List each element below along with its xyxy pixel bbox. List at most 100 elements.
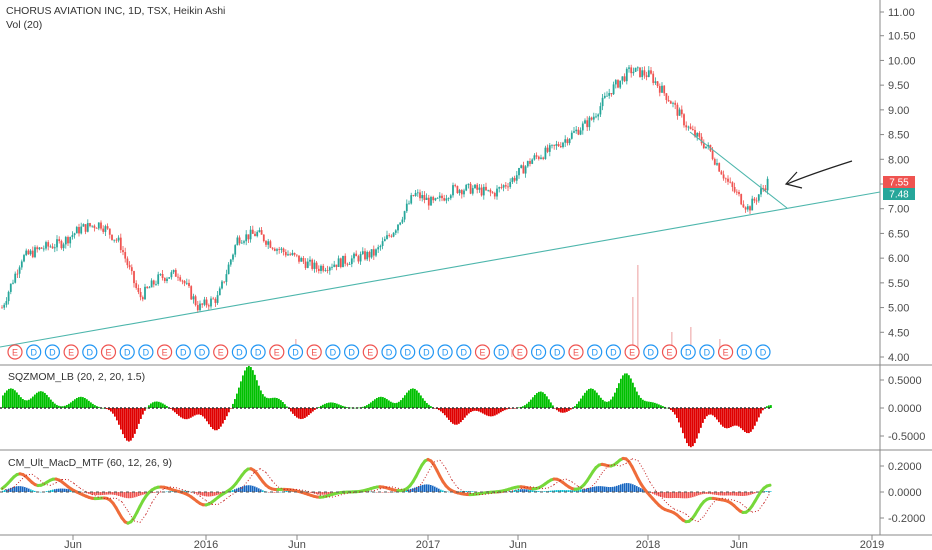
candle-body bbox=[493, 193, 496, 197]
macd-histogram-bar bbox=[310, 492, 312, 493]
squeeze-bar bbox=[42, 391, 44, 408]
macd-histogram-bar bbox=[582, 489, 584, 492]
squeeze-bar bbox=[118, 408, 120, 425]
event-marker-label: D bbox=[760, 348, 767, 358]
squeeze-bar bbox=[164, 404, 166, 408]
last-price-badge: 7.55 bbox=[883, 176, 915, 189]
candle-body bbox=[456, 186, 459, 194]
candle-body bbox=[570, 132, 573, 139]
signal-line-segment bbox=[271, 480, 279, 488]
squeeze-bar bbox=[578, 401, 580, 408]
candle-body bbox=[564, 139, 567, 143]
squeeze-bar bbox=[560, 408, 562, 413]
candle-body bbox=[216, 295, 219, 303]
signal-line-segment bbox=[691, 518, 699, 523]
candle-body bbox=[625, 68, 628, 82]
squeeze-bar bbox=[16, 392, 18, 408]
price-axis[interactable]: 4.004.505.005.506.006.507.007.508.008.50… bbox=[880, 7, 916, 364]
macd-histogram-bar bbox=[382, 492, 384, 493]
event-marker-label: D bbox=[386, 348, 393, 358]
macd-histogram-bar bbox=[612, 486, 614, 492]
squeeze-bar bbox=[450, 408, 452, 423]
squeeze-bar bbox=[682, 408, 684, 434]
squeeze-bar bbox=[556, 408, 558, 411]
squeeze-bar bbox=[336, 403, 338, 408]
event-marker-label: E bbox=[12, 348, 18, 358]
signal-line-segment bbox=[733, 499, 741, 503]
candle-body bbox=[157, 274, 160, 284]
squeeze-bar bbox=[380, 396, 382, 408]
candle-body bbox=[469, 183, 472, 194]
trendlines[interactable] bbox=[0, 131, 881, 348]
squeeze-bar bbox=[728, 408, 730, 428]
squeeze-bar bbox=[478, 408, 480, 412]
candle-body bbox=[634, 67, 637, 72]
candle-body bbox=[458, 190, 461, 194]
signal-line-segment bbox=[151, 493, 159, 503]
candle-body bbox=[221, 281, 223, 289]
event-marker bbox=[643, 344, 659, 360]
candle-body bbox=[58, 239, 61, 242]
squeeze-bar bbox=[176, 408, 178, 415]
time-axis[interactable]: Jun 2016 Jun 2017 Jun 2018 Jun 2019 bbox=[64, 535, 884, 550]
candle-body bbox=[623, 76, 626, 82]
event-marker bbox=[530, 344, 547, 360]
squeeze-bar bbox=[374, 399, 376, 408]
candle-body bbox=[128, 265, 131, 268]
event-marker-label: D bbox=[423, 348, 430, 358]
squeeze-bar bbox=[220, 408, 222, 427]
price-tick-label: 9.00 bbox=[888, 105, 909, 117]
squeeze-bar bbox=[420, 395, 422, 408]
candle-body bbox=[537, 156, 540, 159]
squeeze-bar bbox=[642, 399, 644, 408]
candle-body bbox=[592, 116, 595, 120]
macd-histogram-bar bbox=[288, 490, 290, 492]
candle-body bbox=[491, 192, 494, 194]
event-marker-label: D bbox=[348, 348, 355, 358]
price-tick-label: 10.50 bbox=[888, 31, 916, 43]
candle-body bbox=[331, 266, 333, 268]
squeeze-bar bbox=[170, 408, 172, 409]
candle-body bbox=[436, 197, 439, 199]
candle-body bbox=[509, 181, 512, 187]
candle-body bbox=[5, 301, 8, 305]
squeeze-bar bbox=[674, 408, 676, 415]
squeeze-bar bbox=[768, 405, 770, 408]
squeeze-bar bbox=[30, 398, 32, 408]
squeeze-bar bbox=[124, 408, 126, 439]
candle-body bbox=[656, 81, 659, 87]
candle-body bbox=[667, 99, 670, 102]
candle-body bbox=[315, 262, 318, 269]
squeeze-bar bbox=[258, 385, 260, 408]
annotation-arrow[interactable] bbox=[784, 160, 853, 189]
squeeze-bar bbox=[376, 397, 378, 408]
macd-histogram-bar bbox=[114, 492, 116, 495]
macd-histogram-bar bbox=[190, 491, 192, 493]
candle-body bbox=[269, 241, 272, 248]
squeeze-bar bbox=[464, 408, 466, 418]
squeeze-bar bbox=[190, 408, 192, 418]
candle-body bbox=[753, 198, 756, 201]
macd-histogram-bar bbox=[12, 487, 14, 492]
macd-histogram-bar bbox=[630, 483, 632, 492]
candle-body bbox=[722, 174, 725, 179]
candle-body bbox=[144, 286, 146, 300]
macd-histogram-bar bbox=[130, 492, 132, 499]
macd-histogram-bar bbox=[232, 490, 234, 492]
macd-histogram-bar bbox=[592, 486, 594, 492]
macd-histogram-bar bbox=[126, 492, 128, 499]
squeeze-bar bbox=[492, 408, 494, 417]
time-tick-label: 2017 bbox=[416, 539, 440, 550]
macd-histogram-bar bbox=[676, 492, 678, 498]
candle-body bbox=[672, 102, 674, 104]
candle-body bbox=[135, 283, 138, 288]
squeeze-bar bbox=[720, 408, 722, 425]
event-marker-label: D bbox=[648, 348, 655, 358]
volume-bar bbox=[690, 327, 692, 357]
candle-body bbox=[168, 277, 171, 279]
macd-histogram-bar bbox=[54, 489, 56, 492]
squeeze-bar bbox=[308, 408, 310, 415]
